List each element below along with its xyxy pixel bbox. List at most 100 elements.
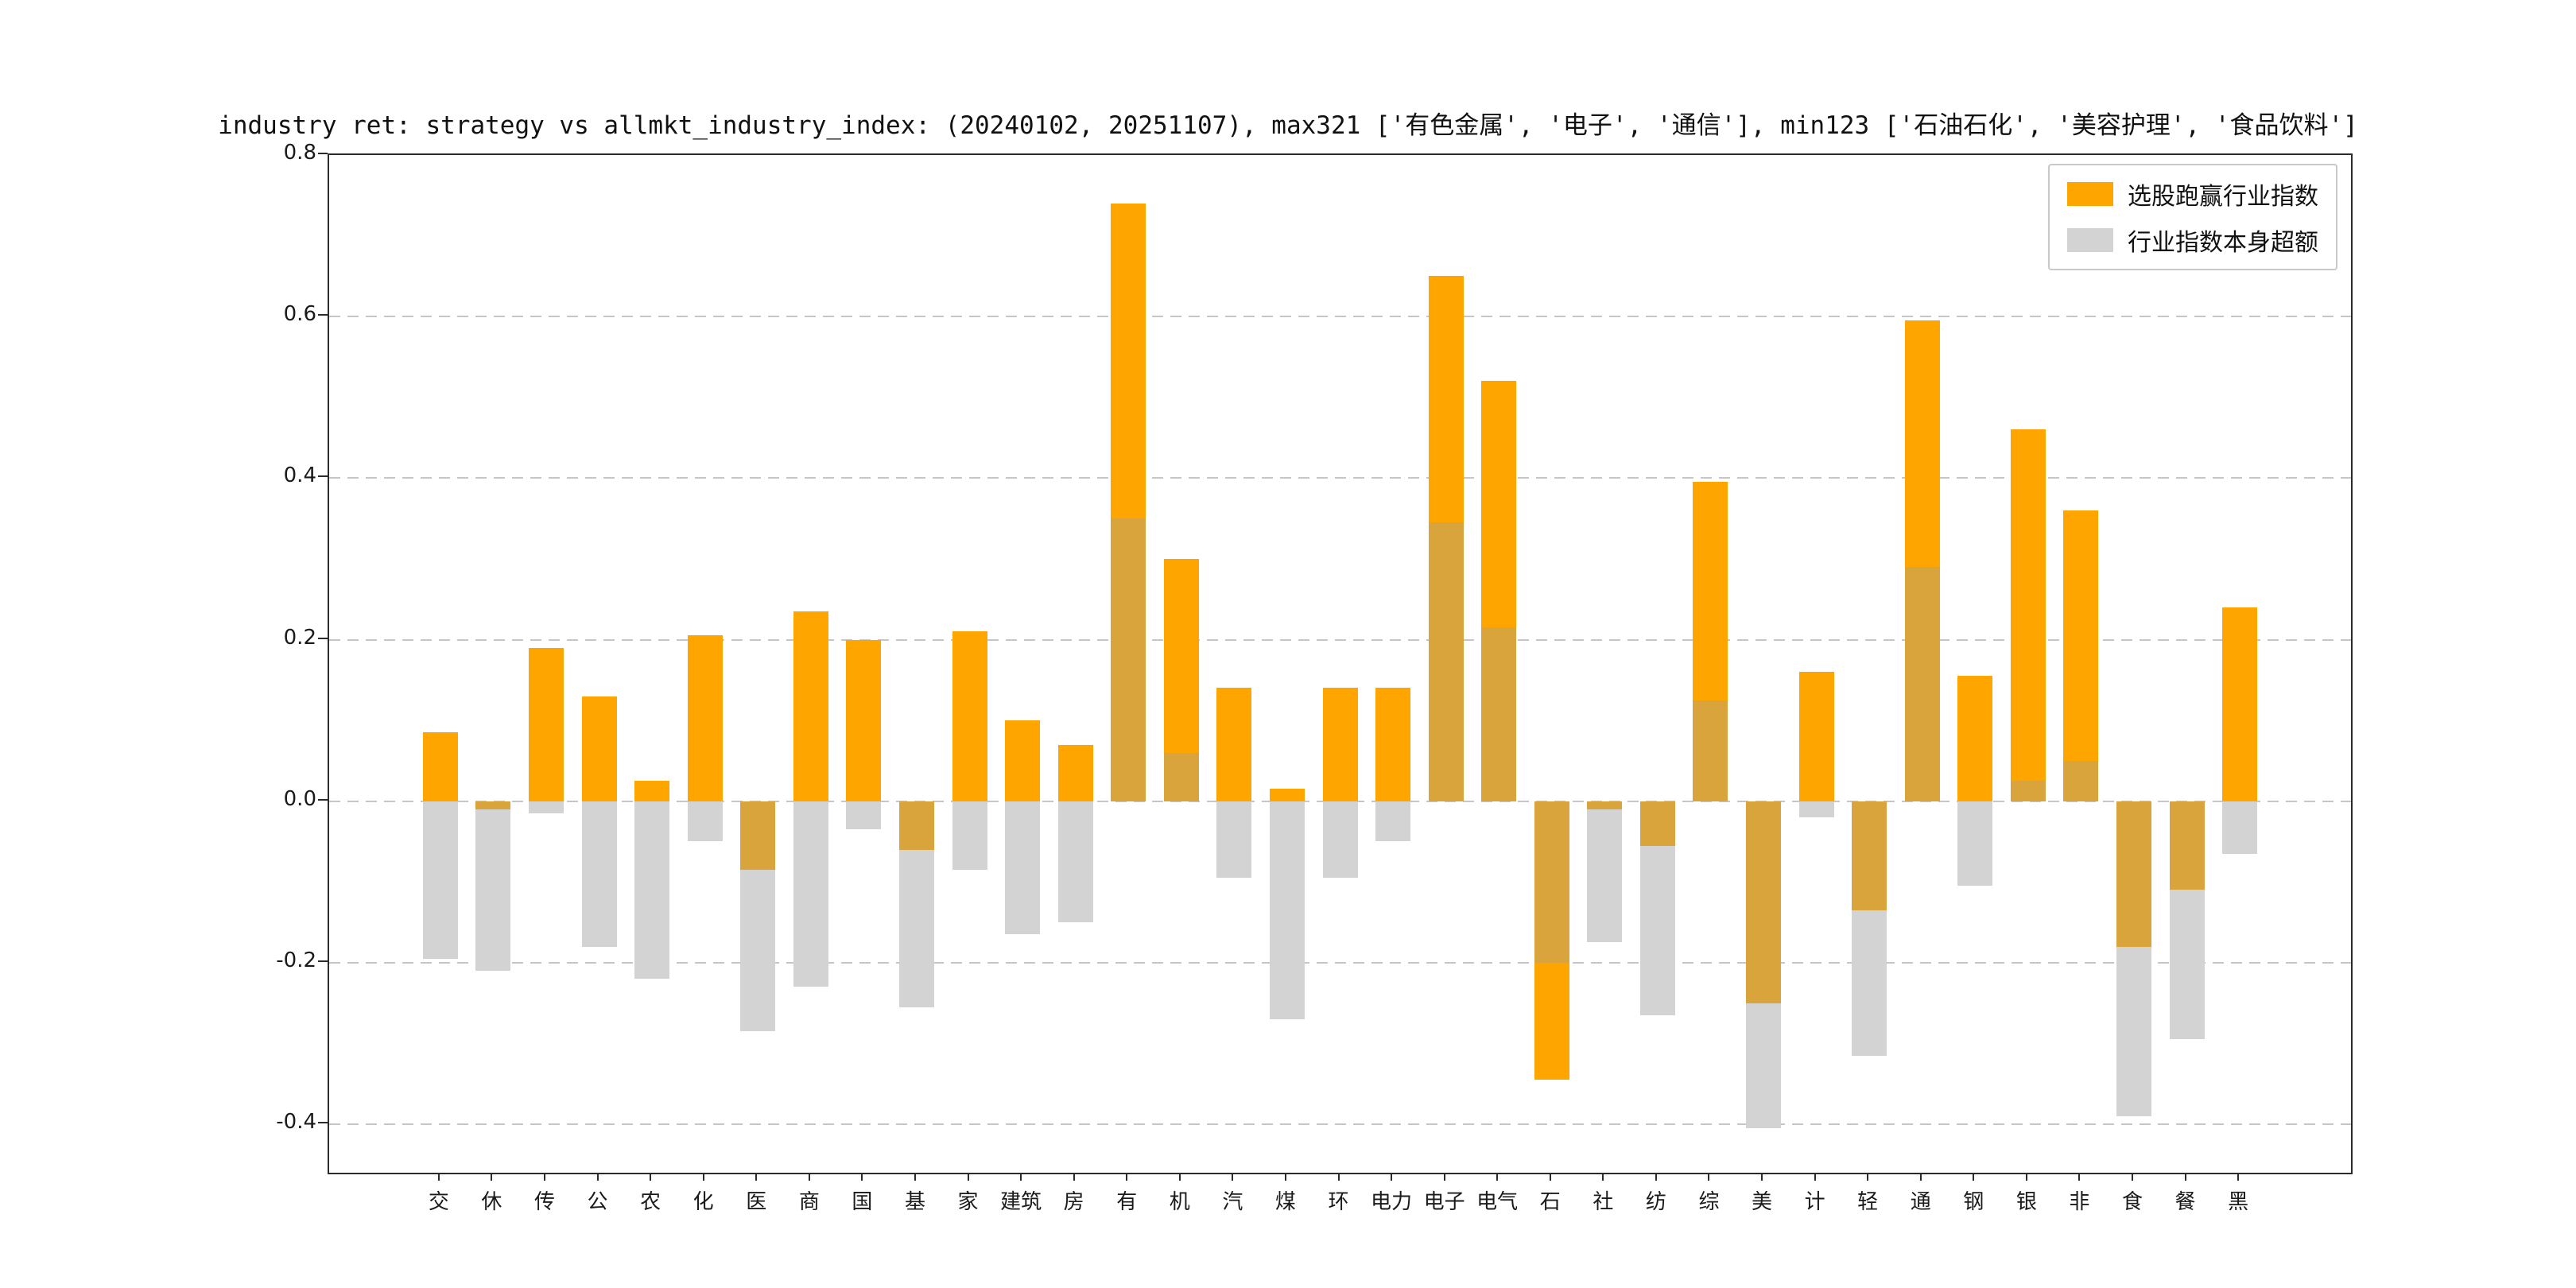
x-tick-label: 建筑 — [1000, 1190, 1042, 1214]
bar-segment — [1428, 276, 1464, 523]
x-tick-label: 美 — [1752, 1190, 1773, 1214]
bar-segment — [1534, 962, 1569, 1080]
bar-segment — [740, 801, 776, 871]
bar-segment — [2169, 890, 2205, 1040]
bar-segment — [1005, 801, 1041, 935]
y-tick-label: 0.8 — [283, 141, 316, 165]
bar-segment — [1322, 688, 1358, 801]
legend-swatch-gray — [2067, 228, 2113, 252]
bar-segment — [1639, 801, 1675, 846]
legend-label-strategy: 选股跑赢行业指数 — [2128, 183, 2318, 211]
y-tick-mark — [318, 153, 328, 154]
bar-segment — [2169, 801, 2205, 890]
x-tick-mark — [1814, 1173, 1816, 1181]
bar-segment — [2116, 946, 2151, 1116]
x-tick-mark — [1708, 1173, 1710, 1181]
bar-segment — [1481, 381, 1517, 628]
bar-segment — [581, 696, 617, 801]
bar-segment — [898, 801, 934, 850]
x-tick-mark — [1655, 1173, 1657, 1181]
bar-segment — [1216, 688, 1252, 801]
bar-segment — [422, 732, 458, 801]
bar-segment — [1428, 522, 1464, 801]
x-tick-label: 农 — [640, 1190, 661, 1214]
bar-segment — [1269, 801, 1305, 1019]
x-tick-mark — [1126, 1173, 1128, 1181]
bar-segment — [422, 801, 458, 959]
x-tick-label: 非 — [2069, 1190, 2090, 1214]
chart-title: industry ret: strategy vs allmkt_industr… — [218, 111, 2358, 140]
bar-segment — [1693, 700, 1728, 801]
x-tick-mark — [543, 1173, 545, 1181]
x-tick-mark — [1919, 1173, 1922, 1181]
bar-segment — [1163, 558, 1199, 753]
bar-segment — [1375, 688, 1411, 801]
x-tick-label: 传 — [533, 1190, 555, 1214]
x-tick-mark — [1496, 1173, 1499, 1181]
x-tick-mark — [702, 1173, 704, 1181]
x-tick-label: 休 — [481, 1190, 502, 1214]
x-tick-mark — [1761, 1173, 1763, 1181]
bar-segment — [2010, 429, 2046, 782]
x-tick-mark — [2184, 1173, 2186, 1181]
bar-segment — [1852, 910, 1887, 1056]
bar-segment — [1269, 789, 1305, 801]
y-tick-mark — [318, 798, 328, 801]
x-tick-mark — [1973, 1173, 1975, 1181]
bar-segment — [634, 801, 670, 980]
y-tick-mark — [318, 637, 328, 639]
bar-segment — [846, 801, 882, 830]
y-tick-mark — [318, 1122, 328, 1124]
x-tick-mark — [914, 1173, 916, 1181]
y-tick-mark — [318, 475, 328, 478]
x-tick-label: 黑 — [2228, 1190, 2249, 1214]
x-tick-label: 银 — [2015, 1190, 2037, 1214]
bar-segment — [1904, 320, 1940, 568]
bar-segment — [1057, 801, 1093, 923]
bar-segment — [1534, 801, 1569, 963]
bar-segment — [687, 801, 723, 842]
x-tick-label: 电力 — [1371, 1190, 1413, 1214]
legend-label-index: 行业指数本身超额 — [2128, 229, 2318, 257]
y-tick-mark — [318, 314, 328, 316]
x-tick-label: 化 — [692, 1190, 714, 1214]
bar-segment — [687, 635, 723, 801]
x-tick-label: 钢 — [1963, 1190, 1984, 1214]
legend: 选股跑赢行业指数 行业指数本身超额 — [2048, 164, 2337, 270]
bar-segment — [898, 849, 934, 1007]
x-tick-mark — [1602, 1173, 1604, 1181]
x-tick-mark — [2132, 1173, 2133, 1181]
bar-segment — [581, 801, 617, 947]
x-tick-mark — [1020, 1173, 1022, 1181]
x-tick-label: 基 — [904, 1190, 925, 1214]
x-tick-label: 餐 — [2174, 1190, 2196, 1214]
x-tick-label: 通 — [1910, 1190, 1931, 1214]
bar-segment — [2063, 760, 2099, 801]
gridline — [329, 316, 2351, 318]
bar-segment — [2010, 781, 2046, 801]
x-tick-mark — [1443, 1173, 1445, 1181]
legend-swatch-orange — [2067, 182, 2113, 206]
x-tick-label: 环 — [1328, 1190, 1349, 1214]
x-tick-mark — [437, 1173, 440, 1181]
bar-segment — [1957, 801, 1993, 886]
y-tick-label: -0.4 — [276, 1110, 316, 1135]
x-tick-label: 电气 — [1476, 1190, 1519, 1214]
gridline — [329, 477, 2351, 479]
bar-segment — [1639, 845, 1675, 1015]
x-tick-mark — [2025, 1173, 2027, 1181]
plot-area — [328, 153, 2353, 1174]
x-tick-label: 食 — [2121, 1190, 2143, 1214]
bar-segment — [952, 801, 987, 871]
x-tick-mark — [2078, 1173, 2081, 1181]
x-tick-mark — [755, 1173, 758, 1181]
x-tick-label: 机 — [1169, 1190, 1190, 1214]
y-tick-label: -0.2 — [276, 948, 316, 972]
gridline — [329, 638, 2351, 641]
x-tick-label: 轻 — [1857, 1190, 1879, 1214]
bar-segment — [1746, 801, 1782, 1003]
bar-segment — [475, 809, 511, 972]
x-tick-label: 公 — [587, 1190, 608, 1214]
x-tick-mark — [967, 1173, 969, 1181]
